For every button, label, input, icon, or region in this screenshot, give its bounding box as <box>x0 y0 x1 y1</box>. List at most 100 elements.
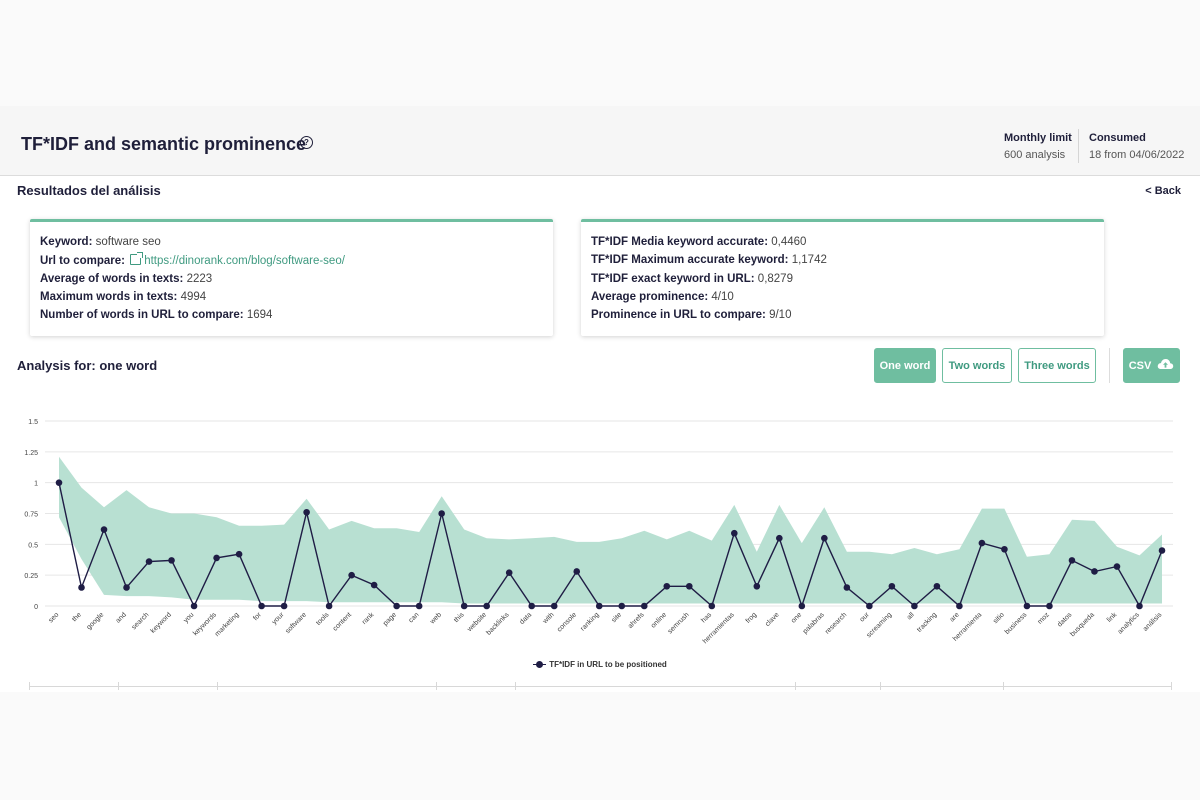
data-point <box>505 569 513 576</box>
data-point <box>393 602 400 610</box>
x-tick-label: google <box>86 611 106 631</box>
top-bar <box>0 106 1200 176</box>
data-point <box>731 529 738 537</box>
table-column-divider <box>436 682 437 690</box>
back-link[interactable]: < Back <box>1145 185 1181 197</box>
consumed: Consumed 18 from 04/06/2022 <box>1089 132 1184 161</box>
data-point <box>753 582 761 590</box>
exact-row: TF*IDF exact keyword in URL: 0,8279 <box>591 273 793 285</box>
data-point <box>776 534 783 542</box>
x-tick-label: ahrefs <box>627 611 646 630</box>
x-tick-label: rank <box>361 611 376 626</box>
data-point <box>1046 602 1053 610</box>
data-point <box>100 526 108 533</box>
data-point <box>685 582 693 590</box>
data-point <box>798 602 806 610</box>
data-point <box>550 602 558 610</box>
data-point <box>483 602 490 610</box>
x-tick-label: and <box>115 611 128 624</box>
x-tick-label: one <box>790 611 803 624</box>
x-tick-label: website <box>466 611 489 634</box>
x-tick-label: semrush <box>667 611 691 635</box>
media-row: TF*IDF Media keyword accurate: 0,4460 <box>591 236 807 248</box>
range-band-area <box>59 456 1162 604</box>
csv-label: CSV <box>1128 359 1152 372</box>
csv-button[interactable]: CSV <box>1123 348 1180 383</box>
three-words-button[interactable]: Three words <box>1018 348 1096 383</box>
table-column-divider <box>515 682 516 690</box>
data-point <box>1136 602 1143 610</box>
x-tick-label: your <box>271 611 286 626</box>
data-point <box>618 602 626 610</box>
x-tick-label: sitio <box>992 611 1006 625</box>
x-tick-label: the <box>71 611 83 623</box>
table-column-divider <box>795 682 796 690</box>
results-title: Resultados del análisis <box>17 183 161 198</box>
x-tick-label: tools <box>315 611 331 627</box>
consumed-value: 18 from 04/06/2022 <box>1089 149 1185 161</box>
consumed-label: Consumed <box>1089 132 1146 144</box>
cloud-upload-icon <box>1157 358 1174 373</box>
x-tick-label: can <box>408 611 421 624</box>
x-tick-label: clave <box>764 611 781 628</box>
analysis-title: Analysis for: one word <box>17 358 158 373</box>
x-tick-label: software <box>284 611 308 635</box>
data-point <box>280 602 288 610</box>
x-tick-label: with <box>541 611 556 626</box>
x-tick-label: research <box>824 611 848 635</box>
chart-legend[interactable]: TF*IDF in URL to be positioned <box>0 660 1200 669</box>
prominence-row: Average prominence: 4/10 <box>591 291 734 303</box>
y-tick-label: 1.25 <box>24 450 38 457</box>
x-tick-label: search <box>131 611 151 631</box>
data-point <box>888 582 896 590</box>
x-tick-label: datos <box>1056 611 1073 628</box>
data-point <box>235 550 243 558</box>
x-tick-label: keyword <box>150 611 173 634</box>
x-tick-label: marketing <box>214 611 241 638</box>
help-icon[interactable]: ? <box>300 136 313 149</box>
data-point <box>145 558 153 565</box>
series-line <box>58 482 1163 609</box>
max-row: TF*IDF Maximum accurate keyword: 1,1742 <box>591 254 827 266</box>
x-tick-label: our <box>859 611 872 624</box>
data-point <box>1068 557 1076 564</box>
data-point <box>956 602 963 610</box>
one-word-button[interactable]: One word <box>874 348 936 383</box>
x-tick-label: page <box>382 611 398 627</box>
data-point <box>1001 545 1008 553</box>
x-tick-label: moz <box>1037 611 1052 626</box>
button-divider <box>1109 348 1110 383</box>
stat-divider <box>1078 129 1079 163</box>
x-tick-label: data <box>519 611 534 626</box>
data-point <box>190 602 198 610</box>
compare-url-link[interactable]: https://dinorank.com/blog/software-seo/ <box>144 255 345 267</box>
y-tick-label: 1.5 <box>28 419 38 426</box>
two-words-button[interactable]: Two words <box>942 348 1012 383</box>
x-tick-label: you <box>183 611 196 624</box>
x-tick-label: frog <box>745 611 759 625</box>
legend-series-label: TF*IDF in URL to be positioned <box>549 660 667 669</box>
data-point <box>325 602 333 610</box>
y-tick-label: 0.25 <box>24 573 38 580</box>
x-tick-label: busqueda <box>1069 611 1096 638</box>
data-point <box>1091 568 1098 575</box>
data-point <box>843 584 851 591</box>
keyword-row: Keyword: software seo <box>40 236 161 248</box>
x-tick-label: backlinks <box>485 611 511 637</box>
data-point <box>1023 602 1031 610</box>
data-point <box>258 602 265 610</box>
tfidf-info-card: TF*IDF Media keyword accurate: 0,4460 TF… <box>581 219 1104 336</box>
data-point <box>866 602 873 610</box>
x-tick-label: for <box>252 611 263 622</box>
table-column-divider <box>118 682 119 690</box>
x-tick-label: análisis <box>1142 611 1164 633</box>
data-point <box>573 568 581 575</box>
data-point <box>1113 563 1121 570</box>
data-point <box>348 571 355 579</box>
x-tick-label: ranking <box>579 611 600 632</box>
x-tick-label: palabras <box>802 611 826 635</box>
monthly-limit: Monthly limit 600 analysis <box>1004 132 1072 161</box>
table-header-line <box>29 686 1172 687</box>
x-tick-label: online <box>650 611 668 629</box>
data-point <box>168 557 175 564</box>
